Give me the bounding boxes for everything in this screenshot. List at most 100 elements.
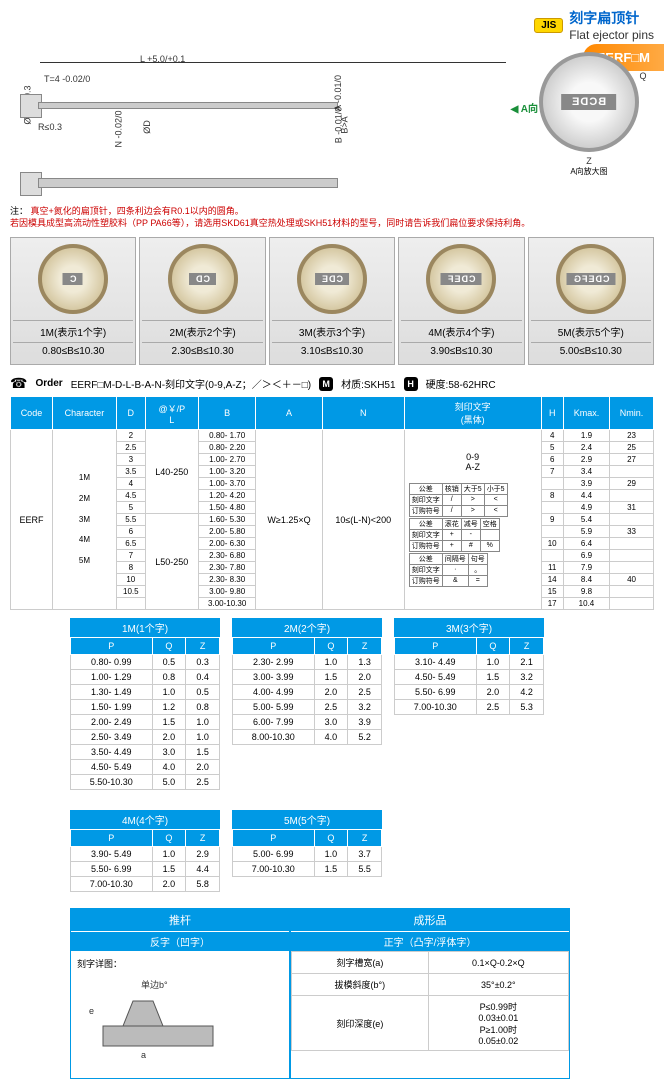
dim-ba: B>A: [340, 116, 350, 133]
d-cell: 6.5: [116, 538, 145, 550]
b-cell: 1.00- 3.20: [198, 466, 255, 478]
b-cell: 0.80- 1.70: [198, 430, 255, 442]
k-cell: 3.9: [563, 478, 609, 490]
nmin-cell: [610, 562, 654, 574]
order-label: Order: [35, 378, 62, 389]
b-cell: 1.00- 2.70: [198, 454, 255, 466]
l-cell: L50-250: [145, 514, 198, 610]
sub-caption: 1M(1个字): [70, 618, 220, 637]
flat-mark: BCDE: [561, 94, 616, 110]
d-cell: 10: [116, 574, 145, 586]
d-cell: 4: [116, 478, 145, 490]
n-cell: 10≤(L-N)<200: [322, 430, 404, 610]
d-cell: 5: [116, 502, 145, 514]
d-cell: 2.5: [116, 442, 145, 454]
sub-block-5M: 5M(5个字) PQZ5.00- 6.991.03.77.00-10.301.5…: [232, 810, 382, 892]
variant-card: CDE 3M(表示3个字) 3.10≤B≤10.30: [269, 237, 395, 365]
d-cell: 3: [116, 454, 145, 466]
b-cell: 2.00- 6.30: [198, 538, 255, 550]
sub-block-1M: 1M(1个字) PQZ0.80- 0.990.50.31.00- 1.290.8…: [70, 618, 220, 790]
col-header: H: [541, 397, 563, 430]
b-cell: 3.00-10.30: [198, 598, 255, 610]
note-label: 注：: [10, 206, 28, 216]
k-cell: 1.9: [563, 430, 609, 442]
detail-area: 刻字详图： 单边b° e a: [71, 951, 289, 1078]
variant-mark: C: [63, 273, 83, 285]
enlarged-circle: BCDE: [539, 52, 639, 152]
b-cell: 3.00- 9.80: [198, 586, 255, 598]
nmin-cell: 31: [610, 502, 654, 514]
k-cell: 3.4: [563, 466, 609, 478]
d-cell: 5.5: [116, 514, 145, 526]
sub-caption: 4M(4个字): [70, 810, 220, 829]
h-cell: [541, 478, 563, 490]
d-cell: 8: [116, 562, 145, 574]
b-cell: 2.30- 7.80: [198, 562, 255, 574]
d-cell: 6: [116, 526, 145, 538]
nmin-cell: [610, 598, 654, 610]
col-header: Kmax.: [563, 397, 609, 430]
variant-range: 0.80≤B≤10.30: [13, 342, 133, 360]
dim-e: e: [89, 1006, 94, 1016]
jis-badge: JIS: [534, 18, 563, 33]
k-cell: 7.9: [563, 562, 609, 574]
k-cell: 9.8: [563, 586, 609, 598]
mat-label: 材质:SKH51: [341, 376, 395, 391]
variant-card: CD 2M(表示2个字) 2.30≤B≤10.30: [139, 237, 265, 365]
k-cell: 2.9: [563, 454, 609, 466]
unilateral: 单边b°: [141, 978, 168, 991]
d-cell: 10.5: [116, 586, 145, 598]
k-cell: 8.4: [563, 574, 609, 586]
b-cell: 1.60- 5.30: [198, 514, 255, 526]
variant-range: 3.90≤B≤10.30: [401, 342, 521, 360]
variant-label: 1M(表示1个字): [13, 320, 133, 342]
nmin-cell: [610, 490, 654, 502]
bl-head: 推杆: [71, 909, 289, 931]
b-cell: 0.80- 2.20: [198, 442, 255, 454]
k-cell: 10.4: [563, 598, 609, 610]
page-header: JIS 刻字扁顶针 Flat ejector pins: [10, 8, 654, 42]
h-cell: 11: [541, 562, 563, 574]
h-cell: [541, 502, 563, 514]
nmin-cell: 23: [610, 430, 654, 442]
d-cell: [116, 598, 145, 610]
br-sub: 正字（凸字/浮体字）: [291, 931, 569, 951]
nmin-cell: [610, 538, 654, 550]
order-pattern: EERF□M-D-L-B-A-N-刻印文字(0-9,A-Z；／＞＜＋－□): [71, 376, 311, 391]
bot-row-label: 刻字槽宽(a): [292, 952, 429, 974]
bot-row-label: 刻印深度(e): [292, 996, 429, 1051]
title-cn: 刻字扁顶针: [569, 10, 639, 26]
variant-label: 2M(表示2个字): [142, 320, 262, 342]
br-head: 成形品: [291, 909, 569, 931]
dim-z: Z: [524, 156, 654, 166]
variant-label: 4M(表示4个字): [401, 320, 521, 342]
dim-a: A -0.01/0: [333, 75, 343, 111]
hard-icon: H: [404, 377, 418, 391]
h-cell: 5: [541, 442, 563, 454]
col-header: N: [322, 397, 404, 430]
aux-table: 公差核销大于5小于5刻印文字/><订购符号/><: [409, 483, 508, 517]
bottom-table: 刻字槽宽(a)0.1×Q-0.2×Q拔模斜度(b°)35°±0.2°刻印深度(e…: [291, 951, 569, 1051]
note-text-1: 真空+氮化的扁顶针，四条利边会有R0.1以内的圆角。: [31, 206, 244, 216]
sub-table: PQZ2.30- 2.991.01.33.00- 3.991.52.04.00-…: [232, 637, 382, 745]
variant-mark: CDEF: [441, 273, 482, 285]
note-text-2: 若因模具成型高流动性塑胶料（PP PA66等），请选用SKD61真空热处理或SK…: [10, 218, 530, 228]
diagram-row: L +5.0/+0.1 T=4 -0.02/0 ØH 0/-0.3 R≤0.3 …: [10, 48, 654, 198]
b-cell: 1.50- 4.80: [198, 502, 255, 514]
chars-cell: 1M2M3M4M5M: [52, 430, 116, 610]
sub-caption: 2M(2个字): [232, 618, 382, 637]
nmin-cell: 40: [610, 574, 654, 586]
variant-label: 5M(表示5个字): [531, 320, 651, 342]
variant-card: CDEF 4M(表示4个字) 3.90≤B≤10.30: [398, 237, 524, 365]
sub-block-3M: 3M(3个字) PQZ3.10- 4.491.02.14.50- 5.491.5…: [394, 618, 544, 790]
aux-table: 公差间隔号句号刻印文字·。订购符号&=: [409, 553, 488, 587]
sub-block-2M: 2M(2个字) PQZ2.30- 2.991.01.33.00- 3.991.5…: [232, 618, 382, 790]
nmin-cell: 29: [610, 478, 654, 490]
sub-caption: 5M(5个字): [232, 810, 382, 829]
variant-mark: CDE: [315, 273, 349, 285]
k-cell: 4.4: [563, 490, 609, 502]
title-en: Flat ejector pins: [569, 28, 654, 42]
b-cell: 1.00- 3.70: [198, 478, 255, 490]
h-cell: [541, 526, 563, 538]
mat-icon: M: [319, 377, 333, 391]
